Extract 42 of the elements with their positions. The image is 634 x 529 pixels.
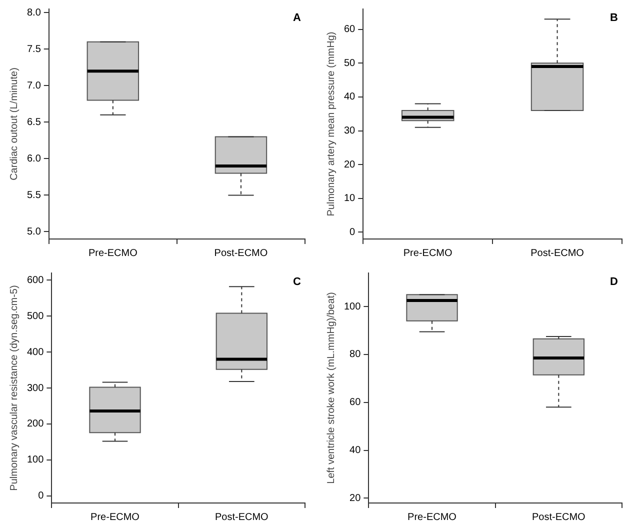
y-tick-label: 0 — [350, 226, 356, 238]
y-tick-label: 7.0 — [26, 80, 42, 92]
x-tick-label: Post-ECMO — [215, 512, 269, 523]
annotation: C — [293, 276, 302, 288]
annotation: A — [293, 12, 302, 24]
y-tick-label: 30 — [344, 126, 356, 137]
y-axis-title: Pulmonary artery mean pressure (mmHg) — [326, 32, 337, 216]
y-tick-label: 300 — [26, 382, 44, 394]
y-tick-label: 20 — [344, 159, 356, 170]
x-tick-label: Pre-ECMO — [90, 512, 140, 523]
y-tick-label: 600 — [26, 274, 44, 286]
annotation: B — [610, 12, 618, 24]
y-tick-label: 6.0 — [26, 153, 42, 164]
y-tick-label: 40 — [344, 92, 356, 103]
y-tick-label: 500 — [26, 310, 44, 322]
y-tick-label: 50 — [344, 58, 356, 69]
x-tick-label: Pre-ECMO — [408, 512, 457, 523]
y-tick-label: 5.5 — [26, 190, 42, 201]
y-tick-label: 200 — [26, 418, 44, 430]
x-tick-label: Pre-ECMO — [88, 248, 138, 259]
y-tick-label: 20 — [350, 492, 362, 504]
y-tick-label: 7.5 — [26, 44, 42, 55]
y-axis-title: Pulmonary vascular resistance (dyn.seg.cm-5) — [8, 285, 20, 491]
y-tick-label: 100 — [26, 454, 44, 466]
y-tick-label: 80 — [350, 349, 362, 360]
x-tick-label: Post-ECMO — [214, 248, 268, 259]
x-tick-label: Post-ECMO — [532, 512, 586, 523]
y-tick-label: 60 — [344, 24, 356, 36]
y-axis-title: Cardiac outout (L/minute) — [8, 68, 20, 180]
y-tick-label: 6.5 — [26, 116, 42, 128]
y-tick-label: 400 — [26, 346, 44, 358]
y-tick-label: 60 — [350, 397, 362, 408]
y-tick-label: 100 — [344, 301, 362, 312]
y-axis-title: Left ventricle stroke work (mL.mmHg)/beat) — [326, 292, 337, 484]
y-tick-label: 0 — [38, 490, 44, 502]
x-tick-label: Post-ECMO — [530, 248, 584, 259]
x-tick-label: Pre-ECMO — [403, 248, 452, 259]
y-tick-label: 10 — [344, 193, 356, 204]
y-tick-label: 8.0 — [26, 7, 42, 18]
y-tick-label: 40 — [350, 445, 362, 456]
y-tick-label: 5.0 — [26, 226, 42, 238]
annotation: D — [610, 276, 618, 288]
